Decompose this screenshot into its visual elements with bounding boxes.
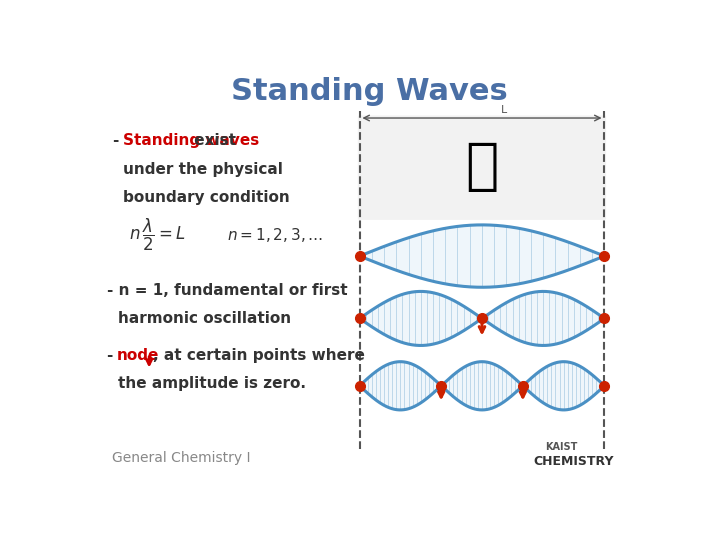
Text: -: - [107,348,118,362]
Text: L: L [501,105,508,114]
Text: CHEMISTRY: CHEMISTRY [534,455,614,468]
Text: exist: exist [189,133,236,148]
Text: - n = 1, fundamental or first: - n = 1, fundamental or first [107,283,347,298]
Text: $n\,\dfrac{\lambda}{2} = L$: $n\,\dfrac{\lambda}{2} = L$ [129,217,186,253]
Text: harmonic oscillation: harmonic oscillation [118,312,291,326]
Text: KAIST: KAIST [545,442,577,453]
Text: General Chemistry I: General Chemistry I [112,451,251,465]
Text: under the physical: under the physical [124,161,284,177]
Text: boundary condition: boundary condition [124,190,290,205]
Text: 🎸: 🎸 [465,140,499,194]
Text: Standing waves: Standing waves [124,133,260,148]
Text: -: - [112,133,119,148]
FancyBboxPatch shape [358,116,606,220]
Text: node: node [117,348,159,362]
Text: Standing Waves: Standing Waves [230,77,508,106]
Text: , at certain points where: , at certain points where [153,348,365,362]
Text: $n = 1, 2, 3, \ldots$: $n = 1, 2, 3, \ldots$ [227,226,323,244]
Text: the amplitude is zero.: the amplitude is zero. [118,376,306,391]
